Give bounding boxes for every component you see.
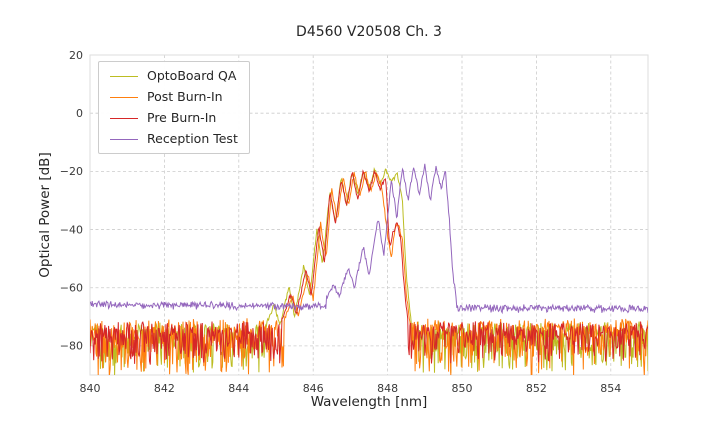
legend-swatch-pre-burn-in bbox=[110, 117, 138, 119]
x-axis-label: Wavelength [nm] bbox=[310, 394, 428, 410]
y-tick-label: −40 bbox=[60, 223, 83, 236]
x-tick-label: 850 bbox=[452, 382, 473, 395]
legend-item-post-burn-in: Post Burn-In bbox=[110, 90, 238, 104]
x-tick-label: 854 bbox=[600, 382, 621, 395]
legend-label: Pre Burn-In bbox=[147, 110, 217, 125]
plot-border bbox=[89, 54, 649, 376]
legend-label: OptoBoard QA bbox=[147, 68, 237, 83]
chart-title: D4560 V20508 Ch. 3 bbox=[296, 24, 442, 40]
x-tick-label: 844 bbox=[228, 382, 249, 395]
series-group bbox=[90, 163, 648, 375]
x-tick-label: 842 bbox=[154, 382, 175, 395]
legend-swatch-reception-test bbox=[110, 138, 138, 140]
y-tick-label: −80 bbox=[60, 340, 83, 353]
x-tick-label: 840 bbox=[80, 382, 101, 395]
legend: OptoBoard QA Post Burn-In Pre Burn-In Recep… bbox=[98, 61, 250, 154]
legend-label: Reception Test bbox=[147, 131, 238, 146]
series-line-pre-burn-in bbox=[90, 169, 648, 365]
x-tick-label: 848 bbox=[377, 382, 398, 395]
legend-swatch-optoboard-qa bbox=[110, 75, 138, 77]
y-tick-label: 0 bbox=[76, 107, 83, 120]
legend-label: Post Burn-In bbox=[147, 89, 223, 104]
legend-item-reception-test: Reception Test bbox=[110, 132, 238, 146]
legend-item-pre-burn-in: Pre Burn-In bbox=[110, 111, 238, 125]
x-tick-label: 846 bbox=[303, 382, 324, 395]
y-tick-label: 20 bbox=[69, 49, 83, 62]
x-tick-label: 852 bbox=[526, 382, 547, 395]
series-line-reception-test bbox=[90, 163, 648, 315]
series-line-optoboard-qa bbox=[90, 166, 648, 375]
legend-item-optoboard-qa: OptoBoard QA bbox=[110, 69, 238, 83]
y-tick-label: −60 bbox=[60, 282, 83, 295]
legend-swatch-post-burn-in bbox=[110, 96, 138, 98]
y-tick-label: −20 bbox=[60, 165, 83, 178]
